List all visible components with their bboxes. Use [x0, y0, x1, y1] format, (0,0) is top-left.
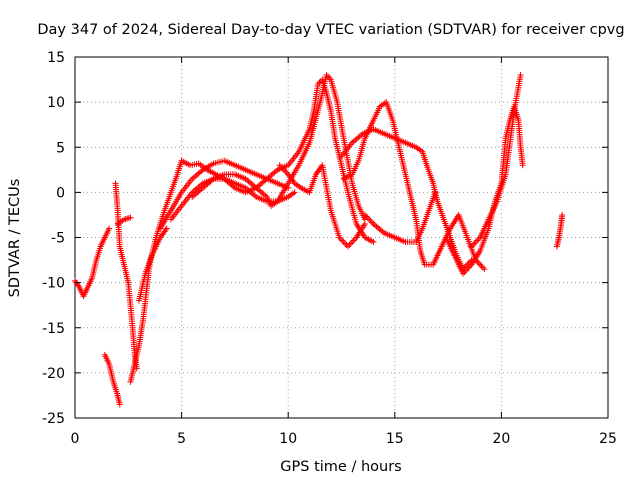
data-point [344, 243, 351, 250]
data-point [465, 264, 472, 271]
x-tick-label: 20 [492, 431, 510, 447]
data-point [366, 216, 373, 223]
data-point [340, 239, 347, 246]
data-series [101, 351, 123, 408]
y-tick-label: -5 [51, 231, 65, 247]
data-point [517, 72, 524, 79]
data-series [276, 162, 368, 250]
y-axis-label: SDTVAR / TECUs [7, 179, 23, 298]
data-point [464, 266, 471, 273]
x-tick-label: 10 [279, 431, 297, 447]
data-series [135, 225, 170, 304]
data-point [116, 401, 123, 408]
data-point [106, 225, 113, 232]
data-point [127, 214, 134, 221]
data-series [442, 103, 526, 277]
y-tick-label: 15 [47, 50, 65, 66]
y-tick-label: -20 [42, 366, 65, 382]
data-point [342, 240, 349, 247]
data-series [189, 175, 298, 205]
data-point [481, 266, 488, 273]
data-series [157, 157, 292, 232]
grid [75, 57, 608, 418]
data-point [339, 237, 346, 244]
data-series [72, 225, 113, 300]
y-tick-label: -15 [42, 321, 65, 337]
data-point [559, 211, 566, 218]
data-point [163, 225, 170, 232]
data-point [519, 162, 526, 169]
data-points [72, 72, 566, 408]
y-tick-label: 5 [56, 140, 65, 156]
axis-ticks: 0 5 10 15 20 25 -25 -20 -15 -10 -5 0 5 10 15 [42, 50, 617, 447]
y-tick-label: 10 [47, 95, 65, 111]
data-point [367, 217, 374, 224]
y-tick-label: -10 [42, 276, 65, 292]
data-point [479, 264, 486, 271]
data-point [472, 239, 479, 246]
x-axis-label: GPS time / hours [280, 459, 401, 475]
data-point [346, 242, 353, 249]
data-point [133, 365, 140, 372]
data-point [361, 220, 368, 227]
x-tick-label: 5 [177, 431, 186, 447]
data-point [350, 237, 357, 244]
chart-title: Day 347 of 2024, Sidereal Day-to-day VTE… [37, 22, 624, 38]
data-series [167, 72, 368, 223]
data-point [474, 237, 481, 244]
data-point [462, 267, 469, 274]
x-tick-label: 25 [599, 431, 617, 447]
data-point [478, 263, 485, 270]
data-series [361, 189, 439, 246]
data-point [369, 219, 376, 226]
data-series [112, 180, 140, 372]
data-point [432, 189, 439, 196]
data-point [349, 239, 356, 246]
data-series [553, 211, 566, 250]
data-series [468, 72, 524, 250]
data-point [370, 239, 377, 246]
data-point [291, 189, 298, 196]
data-series [114, 214, 134, 227]
data-point [477, 261, 484, 268]
data-series [340, 99, 488, 273]
y-tick-label: -25 [42, 411, 65, 427]
data-point [347, 240, 354, 247]
x-tick-label: 0 [71, 431, 80, 447]
y-tick-label: 0 [56, 185, 65, 201]
x-tick-label: 15 [386, 431, 404, 447]
